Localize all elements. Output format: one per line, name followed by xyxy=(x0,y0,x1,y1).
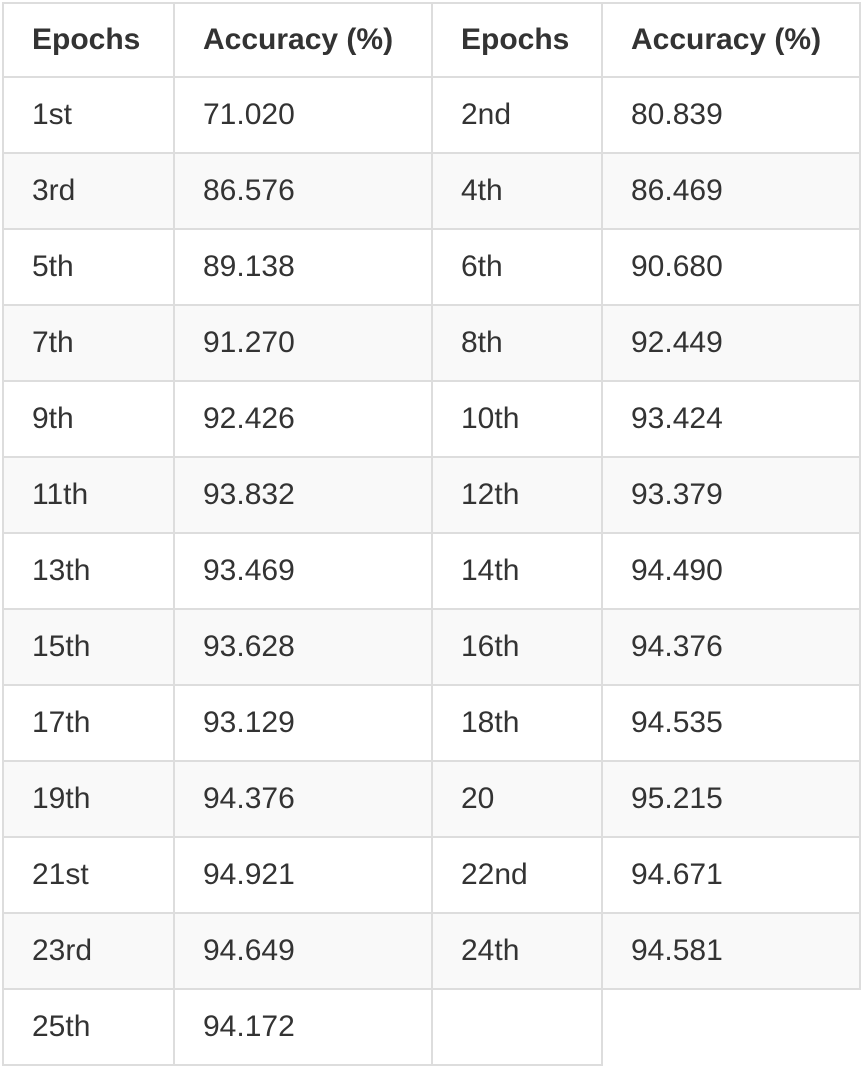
table-row: 15th 93.628 16th 94.376 xyxy=(2,608,861,686)
table-body: 1st 71.020 2nd 80.839 3rd 86.576 4th 86.… xyxy=(2,76,861,1066)
accuracy-cell: 90.680 xyxy=(601,228,861,306)
accuracy-cell: 93.129 xyxy=(173,684,433,762)
header-epochs-left: Epochs xyxy=(2,2,175,78)
accuracy-cell: 94.376 xyxy=(173,760,433,838)
table-row: 19th 94.376 20 95.215 xyxy=(2,760,861,838)
table-row: 23rd 94.649 24th 94.581 xyxy=(2,912,861,990)
header-epochs-right: Epochs xyxy=(431,2,603,78)
accuracy-cell: 93.469 xyxy=(173,532,433,610)
header-accuracy-right: Accuracy (%) xyxy=(601,2,861,78)
table-row: 21st 94.921 22nd 94.671 xyxy=(2,836,861,914)
epoch-cell: 8th xyxy=(431,304,603,382)
table-row: 7th 91.270 8th 92.449 xyxy=(2,304,861,382)
epoch-cell: 12th xyxy=(431,456,603,534)
accuracy-cell: 86.469 xyxy=(601,152,861,230)
accuracy-cell: 89.138 xyxy=(173,228,433,306)
epoch-cell: 20 xyxy=(431,760,603,838)
accuracy-cell: 94.921 xyxy=(173,836,433,914)
empty-cell xyxy=(431,988,603,1066)
accuracy-cell: 95.215 xyxy=(601,760,861,838)
epoch-cell: 25th xyxy=(2,988,175,1066)
epoch-cell: 18th xyxy=(431,684,603,762)
epoch-cell: 17th xyxy=(2,684,175,762)
epoch-cell: 23rd xyxy=(2,912,175,990)
epoch-cell: 11th xyxy=(2,456,175,534)
accuracy-cell: 93.832 xyxy=(173,456,433,534)
table-row: 1st 71.020 2nd 80.839 xyxy=(2,76,861,154)
epoch-cell: 5th xyxy=(2,228,175,306)
accuracy-cell: 94.490 xyxy=(601,532,861,610)
accuracy-cell: 92.449 xyxy=(601,304,861,382)
accuracy-cell: 94.581 xyxy=(601,912,861,990)
epoch-cell: 15th xyxy=(2,608,175,686)
accuracy-cell: 94.649 xyxy=(173,912,433,990)
epoch-cell: 1st xyxy=(2,76,175,154)
epoch-cell: 13th xyxy=(2,532,175,610)
accuracy-cell: 94.172 xyxy=(173,988,433,1066)
accuracy-cell: 93.628 xyxy=(173,608,433,686)
table-row: 11th 93.832 12th 93.379 xyxy=(2,456,861,534)
epoch-cell: 22nd xyxy=(431,836,603,914)
table-row: 5th 89.138 6th 90.680 xyxy=(2,228,861,306)
accuracy-cell: 94.376 xyxy=(601,608,861,686)
accuracy-cell: 94.535 xyxy=(601,684,861,762)
epoch-cell: 14th xyxy=(431,532,603,610)
epoch-cell: 24th xyxy=(431,912,603,990)
epoch-cell: 21st xyxy=(2,836,175,914)
header-row: Epochs Accuracy (%) Epochs Accuracy (%) xyxy=(2,2,861,78)
epoch-cell: 7th xyxy=(2,304,175,382)
header-accuracy-left: Accuracy (%) xyxy=(173,2,433,78)
table-row: 9th 92.426 10th 93.424 xyxy=(2,380,861,458)
accuracy-cell: 92.426 xyxy=(173,380,433,458)
table-row: 17th 93.129 18th 94.535 xyxy=(2,684,861,762)
epoch-cell: 4th xyxy=(431,152,603,230)
table-row: 3rd 86.576 4th 86.469 xyxy=(2,152,861,230)
accuracy-cell: 71.020 xyxy=(173,76,433,154)
accuracy-cell: 86.576 xyxy=(173,152,433,230)
table-row: 13th 93.469 14th 94.490 xyxy=(2,532,861,610)
epoch-cell: 2nd xyxy=(431,76,603,154)
blank-cell xyxy=(602,989,860,1065)
accuracy-cell: 91.270 xyxy=(173,304,433,382)
accuracy-cell: 93.379 xyxy=(601,456,861,534)
epoch-cell: 16th xyxy=(431,608,603,686)
table-header: Epochs Accuracy (%) Epochs Accuracy (%) xyxy=(2,2,861,78)
epoch-cell: 10th xyxy=(431,380,603,458)
accuracy-cell: 94.671 xyxy=(601,836,861,914)
epoch-cell: 9th xyxy=(2,380,175,458)
accuracy-cell: 80.839 xyxy=(601,76,861,154)
accuracy-cell: 93.424 xyxy=(601,380,861,458)
table-row: 25th 94.172 xyxy=(2,988,860,1066)
epoch-cell: 19th xyxy=(2,760,175,838)
epoch-cell: 3rd xyxy=(2,152,175,230)
epoch-cell: 6th xyxy=(431,228,603,306)
